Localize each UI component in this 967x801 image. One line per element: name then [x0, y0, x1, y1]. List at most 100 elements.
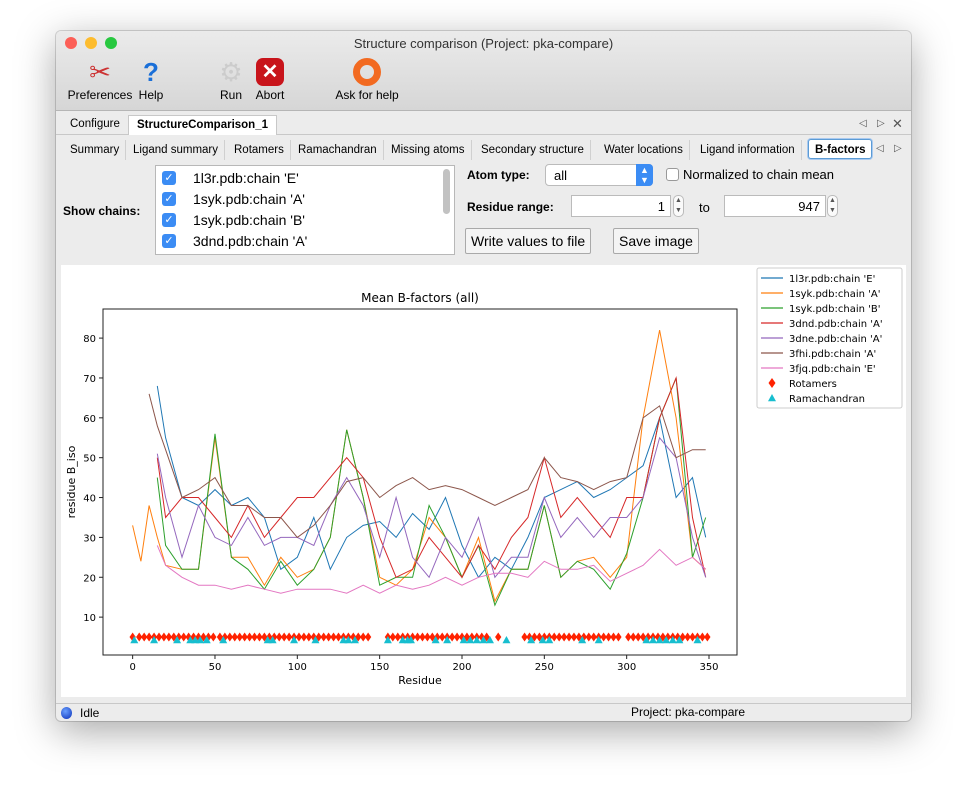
normalized-checkbox[interactable] — [666, 168, 679, 181]
rotamer-marker — [271, 632, 278, 642]
atom-type-select[interactable]: all ▲ ▼ — [545, 164, 653, 186]
rotamer-marker — [190, 632, 197, 642]
abort-button[interactable]: ✕ Abort — [252, 56, 288, 102]
residue-range-label: Residue range: — [467, 200, 554, 214]
ramachandran-marker — [290, 636, 299, 644]
chain-list-scrollbar[interactable] — [443, 169, 450, 214]
chain-label: 1syk.pdb:chain 'A' — [193, 191, 305, 207]
ramachandran-marker — [538, 636, 547, 644]
rotamer-marker — [145, 632, 153, 642]
chain-item[interactable]: ✓ 1syk.pdb:chain 'B' — [162, 210, 305, 230]
rotamer-marker — [241, 632, 248, 642]
series-line-1 — [132, 330, 707, 603]
rotamer-marker — [170, 632, 177, 642]
plot-frame — [102, 308, 738, 656]
chart-title: Mean B-factors (all) — [361, 291, 479, 305]
range-from-stepper[interactable]: ▲ ▼ — [673, 195, 684, 217]
tab-structurecomparison[interactable]: StructureComparison_1 — [128, 115, 278, 135]
subtab-ligand-summary[interactable]: Ligand summary — [127, 140, 226, 160]
title-bar: Structure comparison (Project: pka-compa… — [56, 31, 911, 111]
ramachandran-marker — [649, 636, 658, 644]
rotamer-marker — [610, 632, 617, 642]
y-tick-label: 50 — [83, 454, 96, 465]
rotamer-marker — [205, 632, 212, 642]
chain-label: 1syk.pdb:chain 'B' — [193, 212, 305, 228]
normalized-label: Normalized to chain mean — [683, 167, 835, 182]
subtab-summary[interactable]: Summary — [64, 140, 127, 160]
write-values-button[interactable]: Write values to file — [465, 228, 592, 254]
rotamer-marker — [409, 632, 416, 642]
range-to-stepper[interactable]: ▲ ▼ — [827, 195, 838, 217]
x-tick-label: 50 — [209, 662, 222, 673]
rotamer-marker — [689, 632, 696, 642]
main-tabs: Configure StructureComparison_1 ◁ ▷ ✕ — [56, 113, 911, 135]
window-title: Structure comparison (Project: pka-compa… — [353, 36, 614, 51]
y-tick-label: 10 — [83, 613, 96, 624]
checkbox-checked[interactable]: ✓ — [162, 192, 176, 206]
ramachandran-marker — [642, 636, 651, 644]
rotamer-marker — [585, 632, 592, 642]
subtab-b-factors[interactable]: B-factors — [808, 139, 873, 159]
rotamer-marker — [325, 632, 332, 642]
subtab-scroll-left-icon[interactable]: ◁ — [876, 143, 884, 154]
rotamer-marker — [424, 632, 431, 642]
tab-scroll-right-icon[interactable]: ▷ — [877, 118, 885, 129]
abort-icon: ✕ — [252, 56, 288, 88]
subtab-water-locations[interactable]: Water locations — [598, 140, 690, 160]
series-line-4 — [156, 436, 707, 579]
legend-label: 1syk.pdb:chain 'A' — [789, 289, 880, 300]
subtab-secondary-structure[interactable]: Secondary structure — [475, 140, 591, 160]
rotamer-marker — [129, 632, 136, 642]
subtab-ligand-information[interactable]: Ligand information — [694, 140, 802, 160]
preferences-button[interactable]: ✂ Preferences — [62, 56, 138, 103]
chain-item[interactable]: ✓ 1l3r.pdb:chain 'E' — [162, 168, 299, 188]
rotamer-marker — [600, 632, 607, 642]
ramachandran-marker — [472, 636, 481, 644]
rotamer-marker — [565, 632, 573, 642]
subtab-missing-atoms[interactable]: Missing atoms — [385, 140, 472, 160]
minimize-window-button[interactable] — [85, 37, 97, 49]
chain-list: ✓ 1l3r.pdb:chain 'E' ✓ 1syk.pdb:chain 'A' … — [155, 165, 455, 255]
save-image-button[interactable]: Save image — [613, 228, 699, 254]
rotamer-marker — [704, 632, 711, 642]
chain-item[interactable]: ✓ 1syk.pdb:chain 'A' — [162, 189, 305, 209]
x-tick-label: 0 — [129, 662, 135, 673]
chain-item[interactable]: ✓ 3dnd.pdb:chain 'A' — [162, 231, 307, 251]
gear-icon: ⚙ — [219, 56, 243, 87]
rotamer-marker — [300, 632, 308, 642]
ramachandran-marker — [545, 636, 554, 644]
range-to-input[interactable]: 947 — [724, 195, 826, 217]
subtab-ramachandran[interactable]: Ramachandran — [292, 140, 384, 160]
ramachandran-marker — [344, 636, 353, 644]
rotamer-marker — [605, 632, 612, 642]
close-tab-icon[interactable]: ✕ — [892, 116, 903, 131]
range-from-input[interactable]: 1 — [571, 195, 671, 217]
subtab-rotamers[interactable]: Rotamers — [228, 140, 291, 160]
rotamer-marker — [674, 632, 681, 642]
close-window-button[interactable] — [65, 37, 77, 49]
ramachandran-marker — [150, 636, 159, 644]
ask-for-help-button[interactable]: Ask for help — [332, 56, 402, 102]
checkbox-checked[interactable]: ✓ — [162, 171, 176, 185]
checkbox-checked[interactable]: ✓ — [162, 213, 176, 227]
rotamer-marker — [136, 632, 143, 642]
chevron-updown-icon: ▲ ▼ — [636, 164, 653, 186]
help-button[interactable]: ? Help — [136, 56, 166, 103]
legend-label: Rotamers — [789, 379, 837, 390]
rotamer-marker — [141, 632, 148, 642]
ramachandran-marker — [219, 636, 228, 644]
tab-configure[interactable]: Configure — [70, 118, 120, 130]
rotamer-marker — [360, 632, 367, 642]
rotamer-marker — [280, 632, 288, 642]
rotamer-marker — [315, 632, 322, 642]
rotamer-marker — [635, 632, 642, 642]
run-button[interactable]: ⚙ Run — [216, 56, 246, 103]
rotamer-marker — [679, 632, 686, 642]
checkbox-checked[interactable]: ✓ — [162, 234, 176, 248]
rotamer-marker — [276, 632, 283, 642]
tab-scroll-left-icon[interactable]: ◁ — [859, 118, 867, 129]
rotamer-marker — [210, 632, 217, 642]
legend-label: 3fhi.pdb:chain 'A' — [789, 349, 876, 360]
subtab-scroll-right-icon[interactable]: ▷ — [894, 143, 902, 154]
zoom-window-button[interactable] — [105, 37, 117, 49]
